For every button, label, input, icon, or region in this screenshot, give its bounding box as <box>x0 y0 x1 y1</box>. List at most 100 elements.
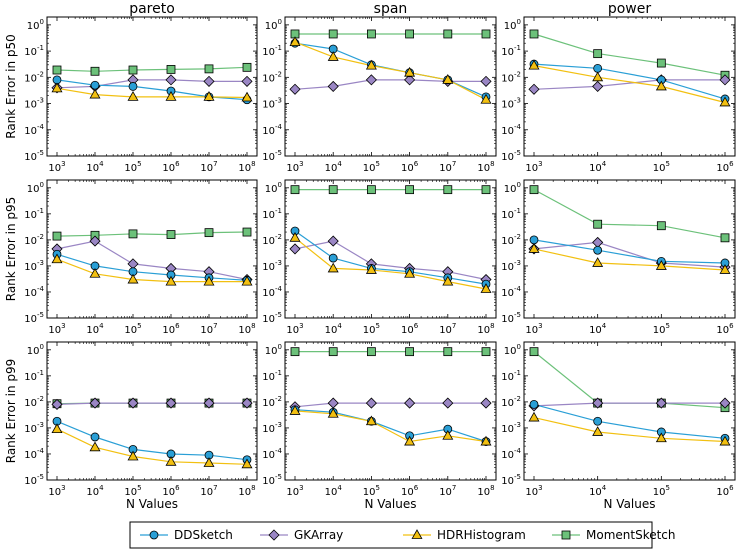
series-line-momentsketch <box>56 66 248 72</box>
y-tick-label: 10-5 <box>501 473 521 487</box>
series-line-momentsketch <box>533 33 726 76</box>
series-line-ddsketch <box>294 42 487 98</box>
point-hdrhistogram <box>528 411 540 422</box>
y-tick-label: 10-5 <box>501 149 521 163</box>
x-tick-label: 106 <box>401 322 419 336</box>
x-tick-label: 104 <box>86 160 104 174</box>
point-ddsketch <box>529 400 539 409</box>
point-momentsketch <box>443 185 453 195</box>
point-gkarray <box>365 74 377 86</box>
point-momentsketch <box>166 65 176 74</box>
point-ddsketch <box>593 245 603 255</box>
point-momentsketch <box>128 65 138 75</box>
point-hdrhistogram <box>203 91 215 101</box>
y-tick-label: 10-5 <box>24 149 44 163</box>
point-hdrhistogram <box>127 273 139 284</box>
y-tick-label: 10-2 <box>24 233 44 247</box>
point-ddsketch <box>593 416 603 426</box>
point-hdrhistogram <box>719 96 731 107</box>
y-tick-label: 100 <box>265 343 282 357</box>
point-hdrhistogram <box>442 275 454 286</box>
point-hdrhistogram <box>655 260 667 270</box>
point-momentsketch <box>443 347 453 357</box>
series-line-ddsketch <box>533 239 726 264</box>
point-gkarray <box>327 235 339 247</box>
point-hdrhistogram <box>89 441 101 452</box>
y-tick-label: 10-5 <box>24 311 44 325</box>
point-gkarray <box>404 397 416 409</box>
point-hdrhistogram <box>365 415 377 426</box>
point-momentsketch <box>166 230 176 239</box>
point-momentsketch <box>90 66 100 76</box>
y-tick-label: 100 <box>27 181 44 195</box>
y-tick-label: 10-1 <box>501 44 521 58</box>
point-gkarray <box>165 74 177 86</box>
y-tick-label: 10-3 <box>262 421 282 435</box>
point-momentsketch <box>242 227 252 237</box>
point-hdrhistogram <box>241 275 253 286</box>
series-line-hdrhistogram <box>56 428 248 465</box>
y-tick-label: 10-4 <box>24 447 44 461</box>
panel-frame <box>523 179 736 319</box>
x-tick-label: 108 <box>238 484 255 498</box>
series-line-ddsketch <box>294 409 487 443</box>
x-axis-label: N Values <box>365 497 417 511</box>
column-title-pareto: pareto <box>129 1 175 17</box>
point-hdrhistogram <box>289 36 301 47</box>
point-hdrhistogram <box>365 264 377 274</box>
y-tick-label: 10-3 <box>501 97 521 111</box>
point-gkarray <box>51 398 63 410</box>
series-line-momentsketch <box>533 189 726 239</box>
y-tick-label: 10-4 <box>262 123 282 137</box>
legend-marker-hdrhistogram <box>411 529 423 539</box>
y-tick-label: 10-4 <box>501 447 521 461</box>
x-tick-label: 103 <box>525 160 542 174</box>
point-hdrhistogram <box>480 93 492 104</box>
x-tick-label: 103 <box>48 322 65 336</box>
row-label-2: Rank Error in p95 <box>4 197 18 302</box>
point-hdrhistogram <box>442 429 454 440</box>
point-momentsketch <box>481 29 491 39</box>
y-tick-label: 10-3 <box>501 421 521 435</box>
y-tick-label: 10-1 <box>262 369 282 383</box>
point-momentsketch <box>366 29 376 39</box>
y-tick-label: 10-2 <box>262 233 282 247</box>
point-ddsketch <box>529 235 539 245</box>
point-gkarray <box>241 397 253 409</box>
y-tick-label: 10-4 <box>262 447 282 461</box>
x-tick-label: 108 <box>238 322 255 336</box>
point-momentsketch <box>720 233 730 243</box>
x-tick-label: 108 <box>477 322 494 336</box>
point-momentsketch <box>656 221 666 231</box>
point-hdrhistogram <box>365 59 377 70</box>
x-tick-label: 104 <box>86 322 104 336</box>
x-tick-label: 105 <box>124 160 141 174</box>
panel-frame <box>46 179 258 319</box>
point-momentsketch <box>290 185 300 195</box>
point-momentsketch <box>328 347 338 357</box>
column-title-power: power <box>608 1 652 17</box>
point-gkarray <box>528 83 540 95</box>
series-line-gkarray <box>56 240 248 281</box>
point-momentsketch <box>405 29 415 39</box>
y-tick-label: 10-2 <box>501 233 521 247</box>
point-hdrhistogram <box>404 267 416 278</box>
panel-r2-c1: 10-5 10-4 10-3 10-2 10-1 100 103 104 105 106 107 10… <box>24 179 258 336</box>
point-hdrhistogram <box>51 82 63 93</box>
x-tick-label: 107 <box>439 322 456 336</box>
panel-r3-c1: 10-5 10-4 10-3 10-2 10-1 100 103 104 105 106 107 10… <box>24 341 258 511</box>
point-gkarray <box>289 243 301 255</box>
legend-marker-momentsketch <box>561 530 571 540</box>
series-line-hdrhistogram <box>56 87 248 99</box>
point-gkarray <box>89 397 101 409</box>
point-gkarray <box>165 397 177 409</box>
series-line-ddsketch <box>56 420 248 461</box>
y-tick-label: 100 <box>504 18 521 32</box>
legend-label-ddsketch: DDSketch <box>174 528 233 542</box>
x-tick-label: 107 <box>439 160 456 174</box>
point-gkarray <box>241 75 253 87</box>
y-tick-label: 10-3 <box>262 259 282 273</box>
point-hdrhistogram <box>655 80 667 91</box>
panel-r3-c3: 10-5 10-4 10-3 10-2 10-1 100 103 104 105 106 N Val… <box>501 341 736 511</box>
y-tick-label: 10-2 <box>501 70 521 84</box>
